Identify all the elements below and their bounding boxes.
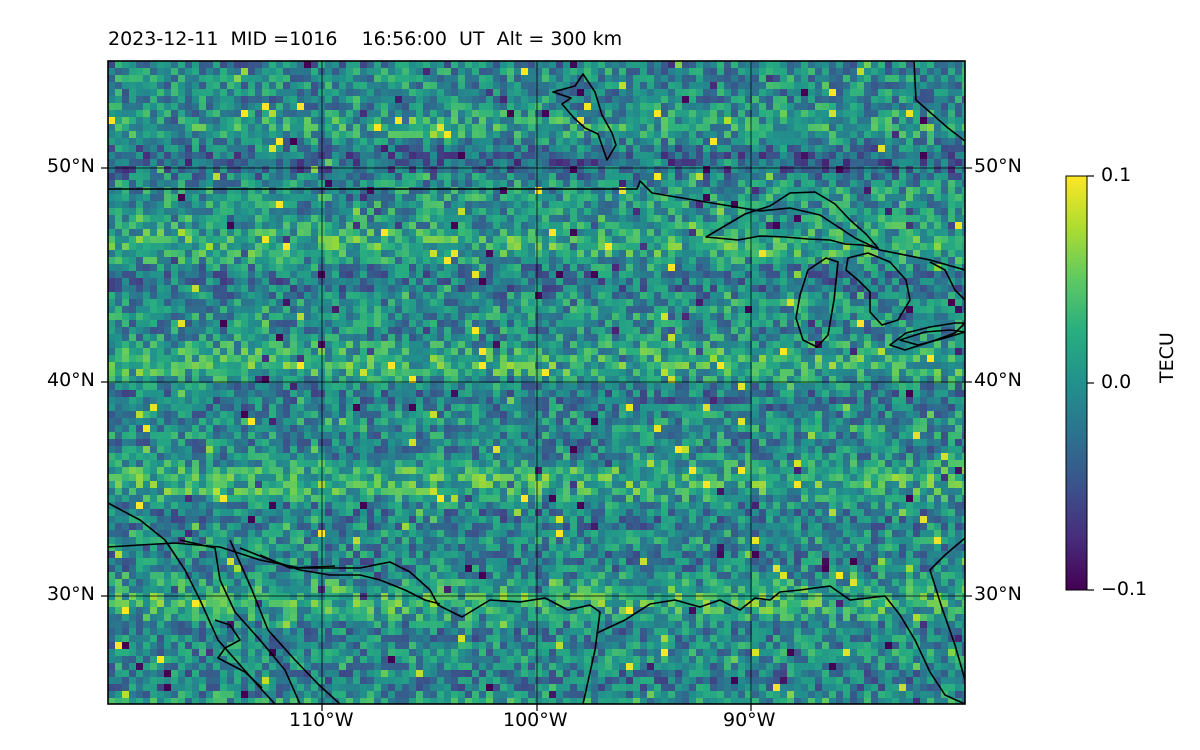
lat-label-50n-right: 50°N (974, 155, 1022, 177)
mexico-pacific (214, 619, 263, 689)
us-canada-border (108, 180, 965, 271)
lat-label-50n-left: 50°N (47, 155, 95, 177)
tec-heatmap (108, 61, 965, 704)
mexico-inner-border (259, 554, 336, 569)
lake-superior (705, 191, 879, 249)
colorbar (1065, 175, 1088, 591)
sierra-madre-line (229, 539, 341, 704)
lat-label-30n-left: 30°N (47, 583, 95, 605)
colorbar-tick-min: −0.1 (1101, 578, 1148, 600)
map-title: 2023-12-11 MID =1016 16:56:00 UT Alt = 3… (108, 28, 623, 50)
lat-label-40n-left: 40°N (47, 369, 95, 391)
lat-label-30n-right: 30°N (974, 583, 1022, 605)
gulf-coast-east (596, 585, 965, 704)
graticule (108, 61, 965, 704)
lake-huron (845, 252, 911, 326)
colorbar-label: TECU (1156, 332, 1178, 383)
lake-winnipeg (552, 73, 617, 161)
lon-label-110w: 110°W (289, 709, 354, 731)
lon-label-90w: 90°W (723, 709, 776, 731)
lake-erie (889, 322, 965, 351)
colorbar-tick-max: 0.1 (1101, 164, 1132, 186)
colorbar-ticks (1087, 175, 1094, 591)
colorbar-tick-zero: 0.0 (1101, 371, 1132, 393)
coastlines-borders (108, 61, 965, 704)
hudson-bay-coast (913, 61, 965, 142)
florida-atlantic (929, 537, 965, 681)
gulf-california-west (179, 539, 301, 704)
axis-ticks (101, 167, 972, 711)
lake-michigan (795, 257, 839, 348)
lake-ontario (899, 329, 965, 346)
lon-label-100w: 100°W (503, 709, 568, 731)
lat-label-40n-right: 40°N (974, 369, 1022, 391)
eastern-coast-ne (929, 261, 965, 301)
gulf-coast (108, 542, 601, 704)
